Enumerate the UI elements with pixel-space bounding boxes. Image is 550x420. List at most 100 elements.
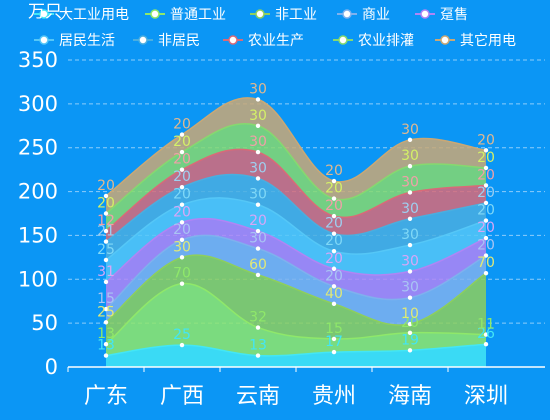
data-label-layer: 13 25 13 17 19 26 13 70 32 15 20 11 25 30 60 40 10 70 15 20… bbox=[97, 81, 495, 353]
data-label: 13 bbox=[97, 326, 115, 342]
data-point bbox=[331, 301, 337, 307]
y-tick-label: 350 bbox=[18, 48, 58, 72]
data-point bbox=[483, 148, 489, 153]
data-label: 13 bbox=[249, 338, 267, 354]
legend-marker bbox=[342, 9, 352, 19]
area-7 bbox=[106, 174, 486, 260]
data-label: 30 bbox=[401, 148, 419, 164]
legend-item[interactable]: 其它用电 bbox=[435, 32, 516, 49]
data-point bbox=[255, 228, 261, 234]
data-point bbox=[483, 341, 489, 347]
series-line-2 bbox=[105, 282, 487, 345]
area-4 bbox=[106, 235, 486, 326]
data-label: 70 bbox=[477, 255, 495, 271]
data-point bbox=[331, 178, 337, 184]
data-label: 30 bbox=[249, 134, 267, 150]
x-tick-label: 深圳 bbox=[464, 384, 508, 409]
series-line-1 bbox=[105, 343, 487, 357]
legend-item[interactable]: 普通工业 bbox=[145, 7, 226, 23]
data-point bbox=[179, 342, 185, 348]
x-tick-label: 贵州 bbox=[312, 384, 356, 409]
data-point bbox=[483, 218, 489, 223]
data-label: 60 bbox=[249, 257, 267, 273]
data-point bbox=[179, 132, 185, 137]
data-label: 30 bbox=[249, 160, 267, 176]
data-point bbox=[103, 279, 109, 285]
data-label: 20 bbox=[477, 220, 495, 236]
data-point bbox=[407, 216, 413, 221]
series-line-6 bbox=[105, 197, 487, 261]
data-label: 32 bbox=[249, 310, 267, 326]
data-point bbox=[103, 228, 109, 234]
series-line-4 bbox=[105, 234, 487, 310]
data-label: 20 bbox=[325, 251, 343, 267]
legend-item[interactable]: 非工业 bbox=[250, 7, 317, 23]
series-line-3 bbox=[105, 254, 487, 326]
legend-item[interactable]: 趸售 bbox=[415, 7, 468, 23]
data-label: 20 bbox=[477, 167, 495, 183]
data-point bbox=[103, 353, 109, 358]
data-point bbox=[179, 237, 185, 243]
legend-label: 大工业用电 bbox=[59, 7, 129, 23]
data-point bbox=[483, 200, 489, 206]
data-label: 10 bbox=[401, 306, 419, 322]
legend-item[interactable]: 非居民 bbox=[133, 33, 200, 49]
legend-label: 农业生产 bbox=[248, 33, 304, 49]
data-label: 17 bbox=[325, 334, 343, 350]
data-point bbox=[331, 336, 337, 342]
legend-item[interactable]: 农业排灌 bbox=[333, 33, 414, 49]
data-label: 20 bbox=[173, 117, 191, 133]
legend-item[interactable]: 居民生活 bbox=[34, 33, 115, 49]
data-point bbox=[407, 330, 413, 335]
data-label: 30 bbox=[173, 239, 191, 255]
data-label: 20 bbox=[173, 204, 191, 220]
data-point bbox=[179, 167, 185, 172]
data-point bbox=[407, 190, 413, 195]
data-point bbox=[331, 249, 337, 254]
data-label: 20 bbox=[477, 185, 495, 201]
legend-label: 商业 bbox=[362, 7, 390, 23]
y-tick-label: 200 bbox=[18, 180, 58, 204]
data-point bbox=[179, 220, 185, 225]
data-point bbox=[103, 211, 109, 216]
legend-item[interactable]: 大工业用电 bbox=[34, 7, 129, 23]
y-tick-label: 50 bbox=[31, 311, 58, 335]
legend-item[interactable]: 农业生产 bbox=[223, 33, 304, 49]
data-point bbox=[331, 213, 337, 219]
legend-marker bbox=[440, 35, 450, 45]
data-point bbox=[179, 202, 185, 207]
legend-marker bbox=[150, 9, 160, 19]
data-label: 20 bbox=[325, 181, 343, 197]
data-point bbox=[407, 137, 413, 143]
data-label: 30 bbox=[249, 81, 267, 97]
area-9 bbox=[106, 123, 486, 232]
data-label: 20 bbox=[477, 203, 495, 219]
data-point bbox=[331, 231, 337, 236]
y-axis-unit-label: 万只 bbox=[28, 2, 62, 22]
data-label: 30 bbox=[401, 201, 419, 217]
data-label: 25 bbox=[97, 304, 115, 320]
x-tick-label: 广东 bbox=[84, 384, 128, 409]
data-point bbox=[255, 149, 261, 155]
data-label: 30 bbox=[249, 108, 267, 124]
data-point bbox=[255, 353, 261, 358]
data-point bbox=[407, 295, 413, 300]
legend-label: 普通工业 bbox=[170, 7, 226, 23]
data-point bbox=[255, 202, 261, 207]
data-point bbox=[407, 348, 413, 353]
legend-item[interactable]: 商业 bbox=[337, 7, 390, 23]
data-label: 20 bbox=[97, 178, 115, 194]
area-6 bbox=[106, 197, 486, 282]
data-point bbox=[407, 242, 413, 248]
y-tick-label: 300 bbox=[18, 92, 58, 116]
data-point bbox=[103, 306, 109, 312]
data-label: 20 bbox=[173, 152, 191, 168]
x-tick-label: 海南 bbox=[388, 384, 432, 409]
series-line-5 bbox=[105, 217, 487, 283]
y-tick-label: 250 bbox=[18, 136, 58, 160]
legend-label: 其它用电 bbox=[460, 32, 516, 49]
axis-layer: 0 50 100 150 200 250 300 350 广东 广西 云南 贵州 海南 深圳 bbox=[18, 48, 545, 409]
y-tick-label: 100 bbox=[18, 267, 58, 291]
